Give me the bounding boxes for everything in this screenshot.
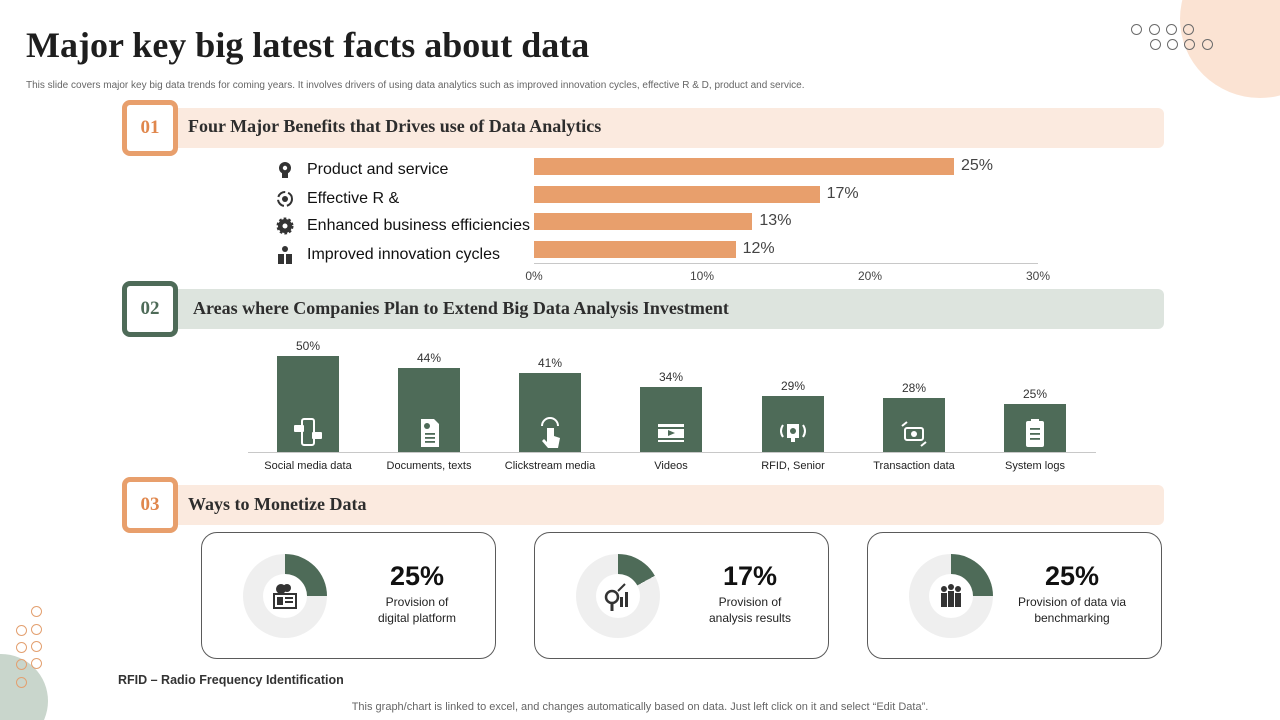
hbar-value-label: 25% xyxy=(961,157,994,174)
hbar-value-label: 17% xyxy=(826,185,859,202)
page-subtitle: This slide covers major key big data tre… xyxy=(26,80,805,91)
gear-icon xyxy=(275,216,295,236)
analysis-icon xyxy=(601,579,635,613)
vbar-value-label: 50% xyxy=(295,339,321,353)
donut-label-line: benchmarking xyxy=(1034,611,1110,625)
deco-dot xyxy=(31,624,42,635)
clipboard-icon xyxy=(1018,416,1052,450)
vbar-value-label: 29% xyxy=(780,379,806,394)
deco-dot xyxy=(31,606,42,617)
donut-label-line: Provision of data via xyxy=(1017,595,1127,609)
vbar-value-label: 34% xyxy=(658,369,684,384)
hbar-bar xyxy=(534,158,954,175)
hbar-value-label: 12% xyxy=(742,240,775,257)
donut-label: Provision of digital platform xyxy=(317,594,517,626)
donut-label: Provision of data via benchmarking xyxy=(972,594,1172,626)
vbar-value-label: 28% xyxy=(901,381,927,396)
corner-decoration-top-right xyxy=(1180,0,1280,98)
vbar-value-label: 41% xyxy=(537,356,563,371)
section-01-title: Four Major Benefits that Drives use of D… xyxy=(188,116,602,136)
donut-label-line: Provision of xyxy=(385,595,449,609)
vbar-bar xyxy=(277,356,339,452)
deco-dot xyxy=(1183,24,1194,35)
vbar-value-label: 25% xyxy=(1022,387,1048,401)
deco-dot xyxy=(31,641,42,652)
deco-dot xyxy=(16,659,27,670)
transaction-icon xyxy=(897,416,931,450)
donut-percent: 25% xyxy=(389,561,445,591)
social-media-icon xyxy=(291,416,325,450)
deco-dot xyxy=(16,642,27,653)
donut-chart xyxy=(576,554,660,638)
lightbulb-gear-icon xyxy=(275,160,295,180)
hbar-bar xyxy=(534,186,820,203)
lightbulb-box-icon xyxy=(275,245,295,265)
deco-dot xyxy=(1167,39,1178,50)
deco-dot xyxy=(1149,24,1160,35)
deco-dot xyxy=(16,625,27,636)
vbar-category-label: Videos xyxy=(654,460,688,472)
donut-percent: 25% xyxy=(1044,561,1100,591)
donut-label-line: analysis results xyxy=(708,611,792,625)
vbar-category-label: Clickstream media xyxy=(504,460,596,472)
vbar-bar xyxy=(883,398,945,452)
section-03-number: 03 xyxy=(122,477,178,533)
rfid-note: RFID – Radio Frequency Identification xyxy=(118,673,344,687)
page-title: Major key big latest facts about data xyxy=(26,25,590,65)
vbar-category-label: RFID, Senior xyxy=(761,460,825,472)
document-icon xyxy=(412,416,446,450)
section-02-banner xyxy=(140,289,1164,329)
donut-label: Provision of analysis results xyxy=(650,594,850,626)
hbar-axis-line xyxy=(534,263,1038,264)
deco-dot xyxy=(31,658,42,669)
deco-dot xyxy=(1131,24,1142,35)
hbar-category-label: Enhanced business efficiencies xyxy=(307,217,530,234)
vbar-value-label: 44% xyxy=(416,350,442,365)
footer-note: This graph/chart is linked to excel, and… xyxy=(351,701,929,713)
hbar-tick-label: 0% xyxy=(525,269,543,283)
section-03-title: Ways to Monetize Data xyxy=(188,494,367,514)
section-02-number: 02 xyxy=(122,281,178,337)
hbar-value-label: 13% xyxy=(759,212,792,229)
hbar-tick-label: 30% xyxy=(1025,269,1051,283)
section-02-title: Areas where Companies Plan to Extend Big… xyxy=(193,298,729,318)
hbar-tick-label: 20% xyxy=(857,269,883,283)
donut-chart xyxy=(243,554,327,638)
donut-label-line: Provision of xyxy=(718,595,782,609)
deco-dot xyxy=(1166,24,1177,35)
video-icon xyxy=(654,416,688,450)
hbar-bar xyxy=(534,213,753,230)
deco-dot xyxy=(1184,39,1195,50)
deco-dot xyxy=(1202,39,1213,50)
hbar-category-label: Improved innovation cycles xyxy=(307,246,500,263)
donut-hole xyxy=(263,574,307,618)
donut-percent: 17% xyxy=(722,561,778,591)
vbar-axis-line xyxy=(248,452,1096,453)
section-01-banner xyxy=(140,108,1164,148)
section-03-banner xyxy=(140,485,1164,525)
hbar-category-label: Effective R & xyxy=(307,190,400,207)
donut-chart xyxy=(909,554,993,638)
deco-dot xyxy=(16,677,27,688)
process-cycle-icon xyxy=(275,189,295,209)
hbar-tick-label: 10% xyxy=(689,269,715,283)
vbar-category-label: System logs xyxy=(1005,460,1065,472)
section-01-number: 01 xyxy=(122,100,178,156)
donut-label-line: digital platform xyxy=(377,611,457,625)
deco-dot xyxy=(1150,39,1161,50)
hbar-category-label: Product and service xyxy=(307,161,449,178)
digital-platform-icon xyxy=(268,579,302,613)
vbar-category-label: Documents, texts xyxy=(386,460,472,472)
click-icon xyxy=(533,416,567,450)
vbar-category-label: Social media data xyxy=(264,460,352,472)
rfid-icon xyxy=(776,416,810,450)
vbar-category-label: Transaction data xyxy=(873,460,955,472)
team-icon xyxy=(934,579,968,613)
hbar-bar xyxy=(534,241,736,258)
